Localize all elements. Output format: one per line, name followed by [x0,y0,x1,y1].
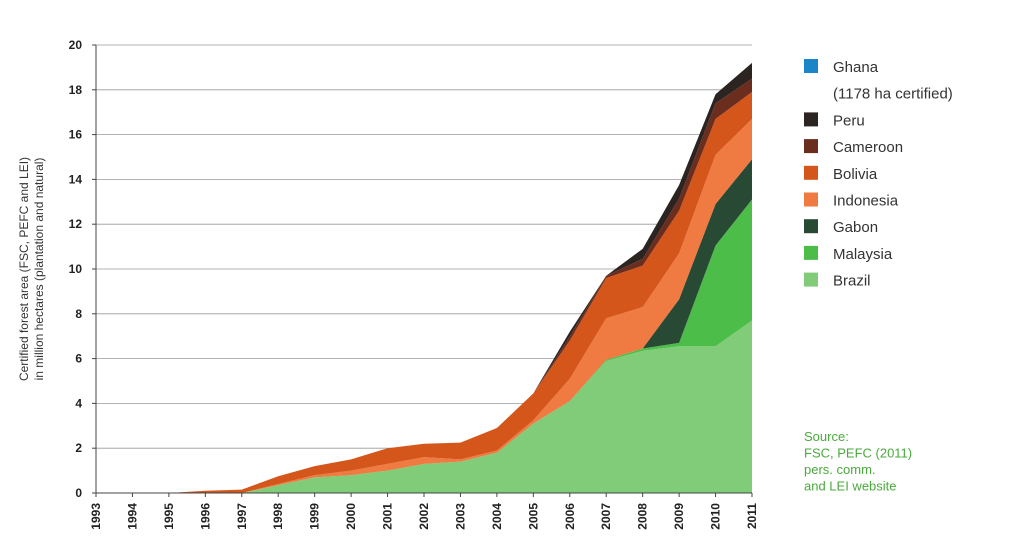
x-tick-label: 2001 [381,503,395,530]
y-axis-label-line: Certified forest area (FSC, PEFC and LEI… [17,157,31,381]
source-note: Source: FSC, PEFC (2011)pers. comm. and LE… [804,429,912,494]
x-tick-label: 2008 [636,503,650,530]
y-tick-label: 18 [69,83,83,97]
legend-swatch-gabon [804,219,818,234]
legend-label-bolivia: Bolivia [833,166,878,183]
area-brazil [96,320,752,493]
x-tick-label: 1993 [89,503,103,530]
y-tick-label: 4 [75,396,82,410]
y-tick-labels: 0 2 4 6 8 10 12 14 16 18 20 [69,38,83,500]
x-tick-label: 1997 [235,503,249,530]
x-tick-labels: 1993 1994 1995 1996 1997 1998 1999 2000 2001 2002… [89,503,759,530]
legend-swatch-bolivia [804,165,818,180]
y-tick-label: 6 [75,352,82,366]
x-tick-label: 2005 [526,503,540,530]
x-tick-label: 2000 [344,503,358,530]
y-tick-label: 8 [75,307,82,321]
x-tick-label: 2007 [599,503,613,530]
legend-swatch-ghana [804,59,818,73]
x-tick-label: 2011 [745,503,759,529]
legend-label-indonesia: Indonesia [833,193,899,210]
legend-label-peru: Peru [833,112,865,129]
y-tick-label: 16 [69,128,83,142]
y-tick-label: 10 [69,262,83,276]
legend-label-cameroon: Cameroon [833,139,903,156]
y-tick-label: 2 [75,441,82,455]
x-tick-label: 1996 [198,503,212,530]
legend-label-gabon: Gabon [833,219,878,236]
legend-label-malaysia: Malaysia [833,246,893,263]
y-axis-label: Certified forest area (FSC, PEFC and LEI… [17,157,46,381]
x-tick-label: 1995 [162,503,176,530]
x-tick-label: 2010 [709,503,723,530]
x-tick-label: 2009 [672,503,686,530]
y-axis-label-line: in million hectares (plantation and natu… [32,158,46,381]
axes [92,44,753,497]
y-tick-label: 20 [69,38,83,52]
source-line: Source: [804,429,849,444]
stacked-areas [96,62,752,494]
x-tick-label: 2002 [417,503,431,530]
y-tick-label: 12 [69,217,83,231]
legend: Ghana (1178 ha certified) Peru Cameroon Boli… [804,59,953,290]
x-tick-label: 2004 [490,503,504,530]
x-tick-label: 1994 [125,503,139,530]
source-line: pers. comm. [804,462,876,477]
area-bolivia [96,92,752,493]
source-line: and LEI website [804,479,897,494]
legend-label-ghana: Ghana [833,59,879,76]
legend-swatch-malaysia [804,245,818,260]
x-tick-label: 1999 [308,503,322,530]
y-tick-label: 14 [69,172,83,186]
x-tick-label: 2006 [563,503,577,530]
legend-swatch-indonesia [804,192,818,207]
x-tick-label: 2003 [453,503,467,530]
legend-note-ghana: (1178 ha certified) [833,86,953,103]
x-tick-label: 1998 [271,503,285,530]
source-line: FSC, PEFC (2011) [804,446,912,461]
legend-swatch-peru [804,112,818,127]
legend-swatch-brazil [804,272,818,287]
legend-label-brazil: Brazil [833,273,871,290]
legend-swatch-cameroon [804,139,818,154]
gridlines [96,44,752,449]
y-tick-label: 0 [75,486,82,500]
